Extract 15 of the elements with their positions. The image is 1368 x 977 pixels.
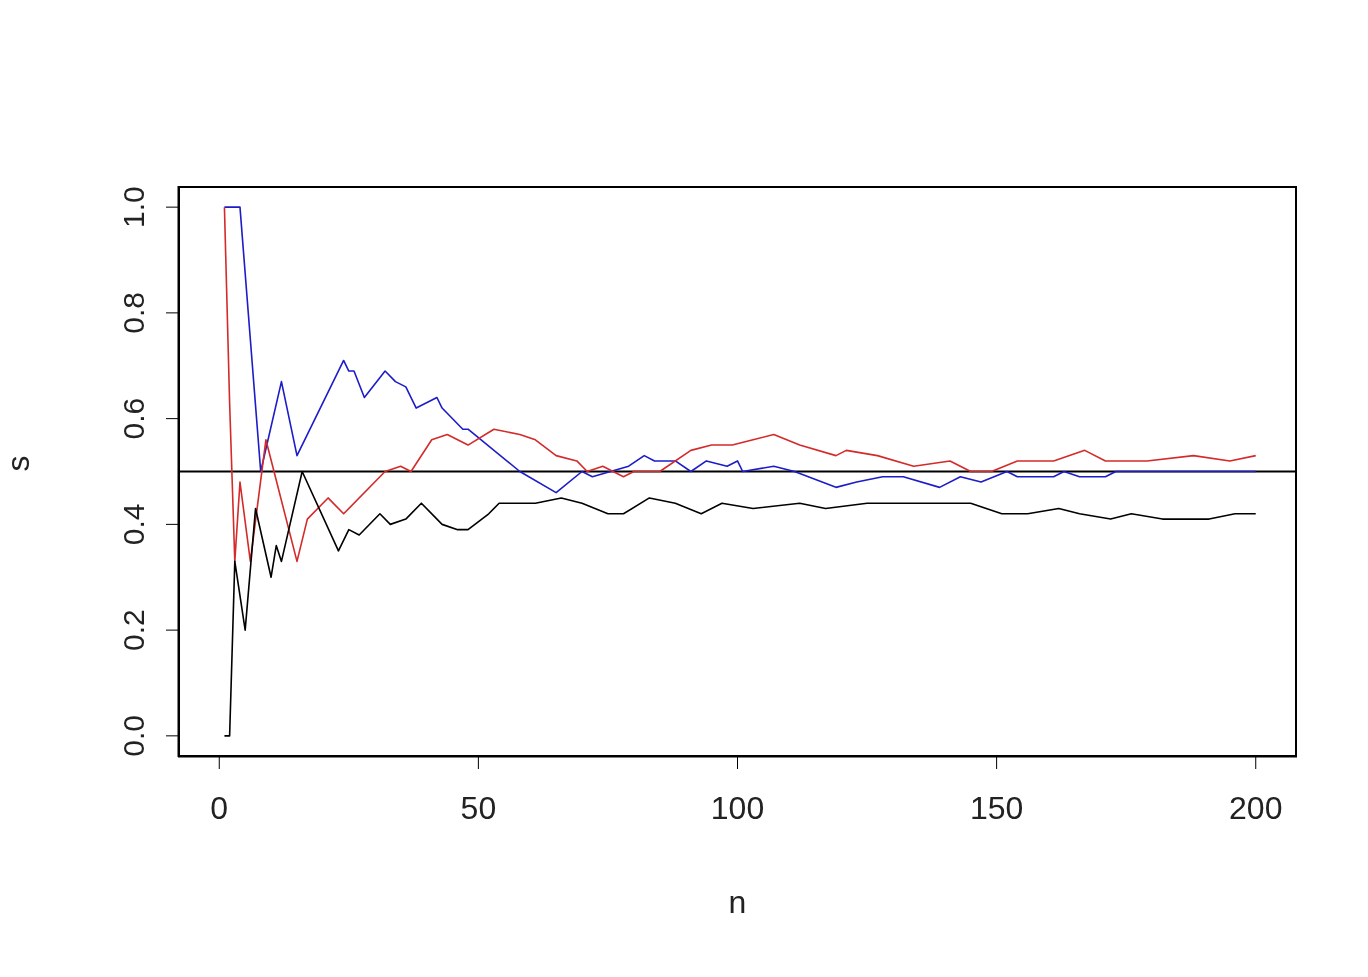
y-tick-label: 0.8 [117, 292, 150, 334]
y-tick-label: 0.2 [117, 609, 150, 651]
x-tick-label: 200 [1229, 790, 1283, 826]
y-axis-title: s [0, 455, 37, 472]
x-tick-label: 0 [210, 790, 229, 826]
x-tick-label: 50 [460, 790, 497, 826]
line-series [223, 206, 1257, 563]
y-tick-label: 0.4 [117, 503, 150, 546]
x-tick-label: 100 [710, 790, 765, 826]
x-axis-title: n [728, 884, 747, 920]
x-tick-label: 150 [969, 790, 1024, 826]
y-tick-label: 0.0 [117, 714, 150, 757]
y-tick-label: 1.0 [117, 186, 150, 229]
y-tick-label: 0.6 [117, 397, 150, 440]
line-series [223, 206, 1257, 494]
